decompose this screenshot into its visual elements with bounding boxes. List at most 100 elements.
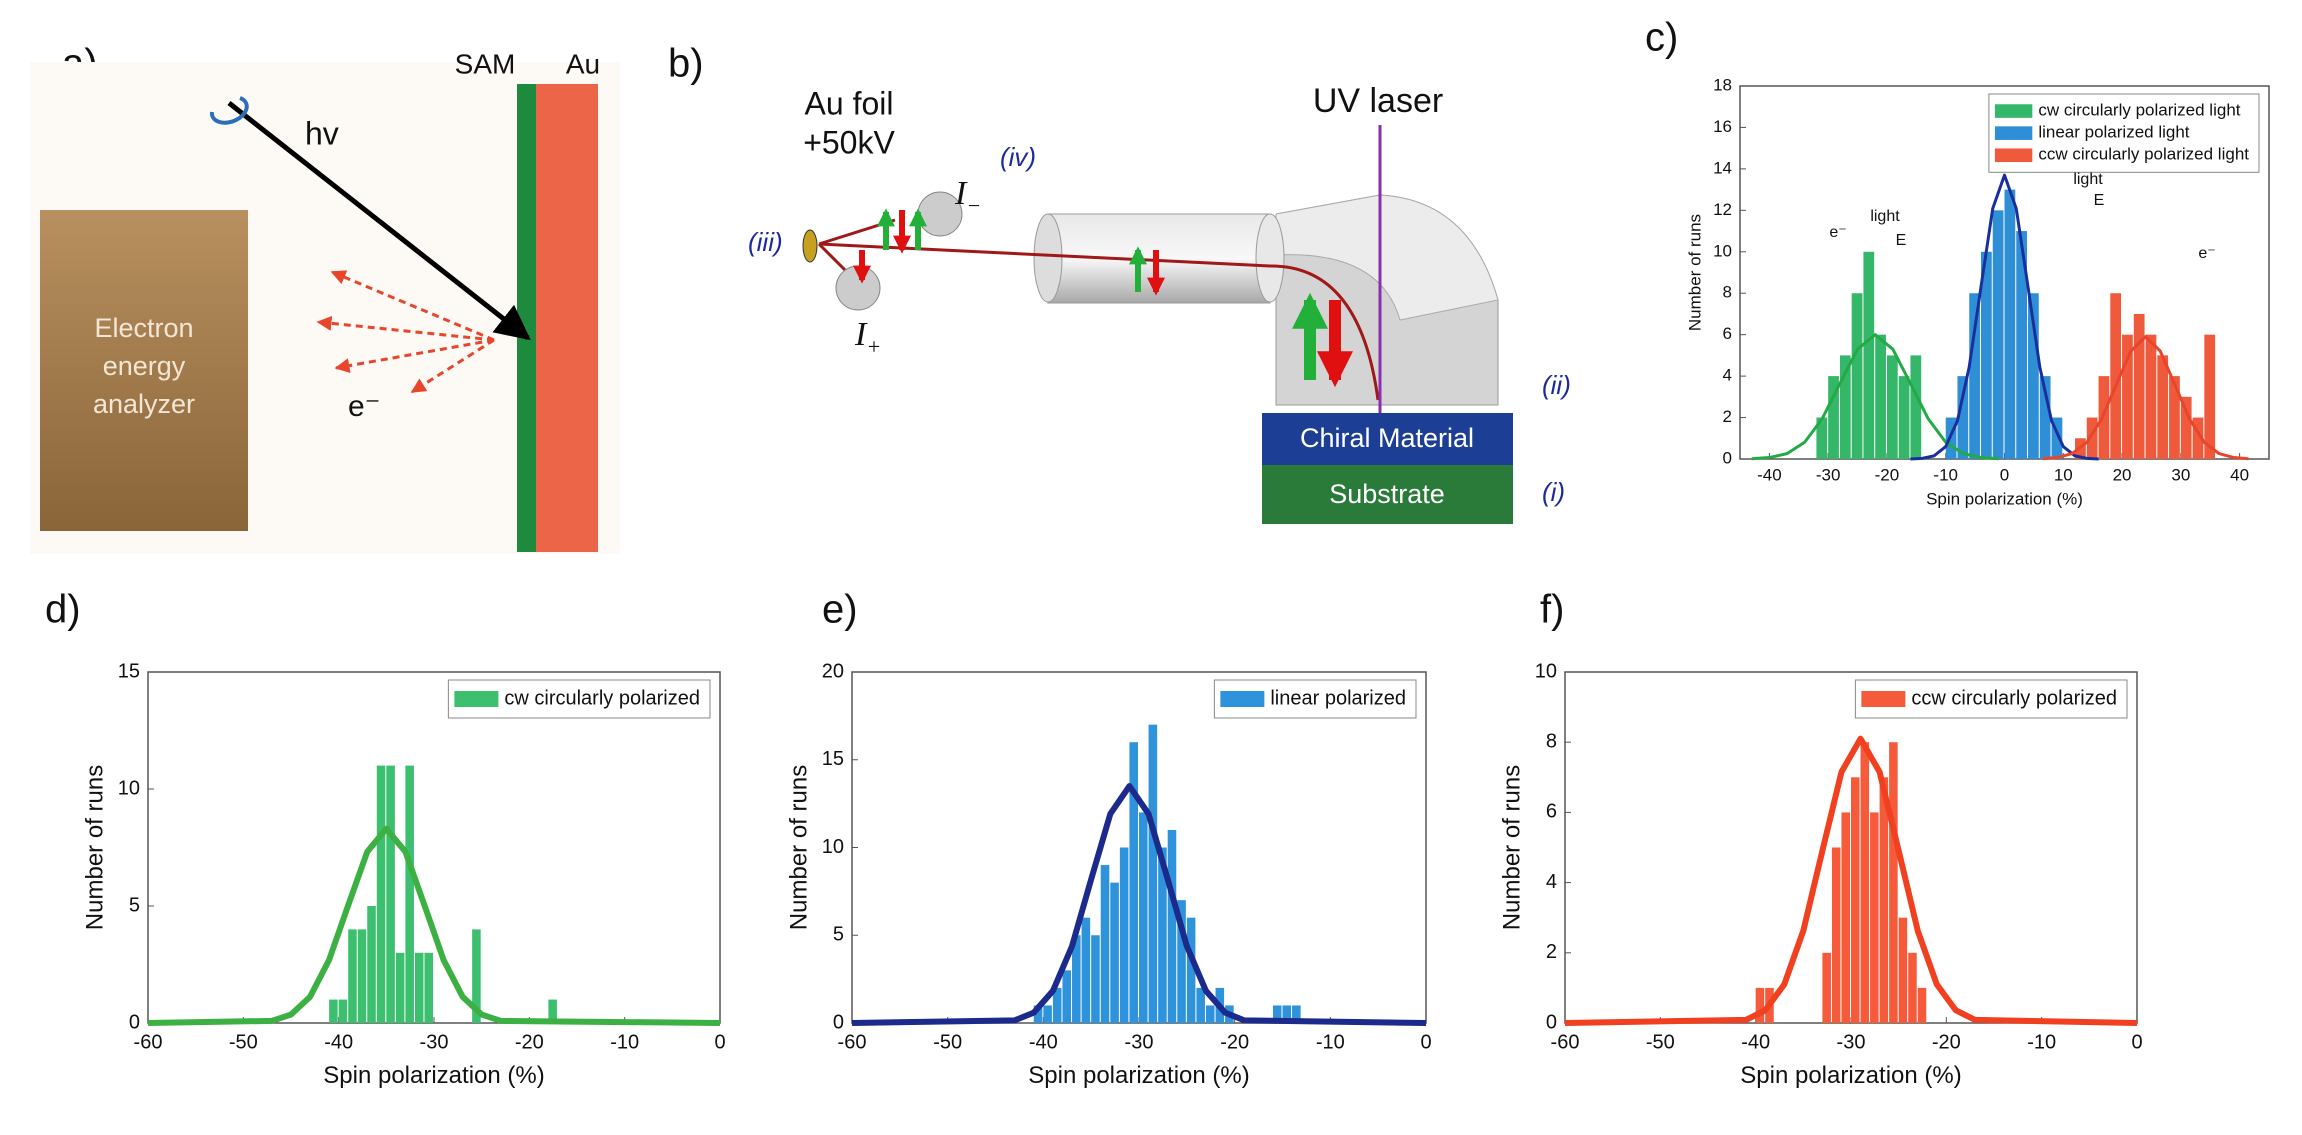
x-tick-label: 40 <box>2230 465 2249 484</box>
analyzer-box <box>40 210 248 531</box>
analyzer-label: energy <box>103 351 186 381</box>
histogram-bar <box>2051 417 2063 459</box>
histogram-bar <box>2110 293 2122 459</box>
sam-label: SAM <box>455 48 516 79</box>
fit-curve <box>1751 333 1999 461</box>
y-axis-label: Number of runs <box>1498 765 1525 930</box>
legend: linear polarized <box>1213 679 1417 719</box>
histogram-bar <box>348 929 357 1023</box>
histogram-bar <box>2180 396 2192 459</box>
photon-arrow <box>227 101 531 341</box>
marker-label: (iii) <box>748 227 783 257</box>
x-axis-label: Spin polarization (%) <box>1926 489 2083 508</box>
histogram-bar <box>1870 812 1879 1023</box>
detector-sub: + <box>866 334 881 359</box>
x-tick-label: -30 <box>420 1031 449 1053</box>
legend-label: ccw circularly polarized light <box>2038 145 2249 164</box>
cylinder-end <box>1255 213 1285 303</box>
histogram-bar <box>1839 355 1851 459</box>
histogram-bar <box>472 929 481 1023</box>
panel-label: f) <box>1540 588 1564 632</box>
histogram-bar <box>1292 1005 1301 1023</box>
y-tick-label: 0 <box>1546 1011 1557 1033</box>
x-tick-label: -60 <box>134 1031 163 1053</box>
photon-label: hv <box>305 115 339 151</box>
x-tick-label: -20 <box>1875 465 1900 484</box>
histogram-bar <box>357 929 367 1023</box>
histogram-bar <box>548 999 557 1023</box>
legend-box <box>1988 93 2260 173</box>
y-tick-label: 0 <box>833 1011 844 1033</box>
histogram-bar <box>424 952 433 1023</box>
y-tick-label: 6 <box>1546 801 1557 823</box>
marker-label: (iv) <box>1000 142 1036 172</box>
histogram-bar <box>1081 917 1091 1023</box>
panel-label: d) <box>45 588 81 632</box>
y-axis-label: Number of runs <box>81 765 108 930</box>
histogram-bar <box>2169 376 2180 459</box>
annotation: E <box>1896 232 1907 249</box>
legend-swatch <box>1994 104 2033 118</box>
y-tick-label: 4 <box>1723 366 1732 385</box>
x-tick-label: -40 <box>1741 1031 1770 1053</box>
electron-rays <box>316 270 495 394</box>
foil-label: Au foil <box>805 85 894 121</box>
uv-laser-label: UV laser <box>1313 82 1443 120</box>
histogram-bar <box>1052 987 1062 1023</box>
legend: cw circularly polarized light linear pola… <box>1988 93 2260 173</box>
y-tick-label: 8 <box>1546 730 1557 752</box>
marker-label: (ii) <box>1542 370 1571 400</box>
histogram-bar <box>1167 829 1177 1023</box>
fit-curve <box>2042 335 2249 461</box>
y-tick-label: 8 <box>1723 283 1732 302</box>
au-layer <box>536 84 598 552</box>
electron-label: e⁻ <box>348 390 381 423</box>
y-tick-label: 10 <box>1713 241 1732 260</box>
histogram-bar <box>1822 952 1831 1023</box>
legend-label: linear polarized <box>1270 687 1406 709</box>
histogram-bar <box>2133 313 2145 459</box>
y-tick-label: 5 <box>129 894 140 916</box>
fit-curve <box>1564 735 2138 1026</box>
histogram-bar <box>2145 334 2157 459</box>
legend-label: ccw circularly polarized <box>1911 687 2117 709</box>
histogram-bar <box>1886 355 1898 459</box>
x-tick-label: -60 <box>1551 1031 1580 1053</box>
y-tick-label: 10 <box>1535 660 1557 682</box>
histogram-bar <box>405 765 414 1023</box>
x-tick-label: -50 <box>933 1031 962 1053</box>
analyzer-label: Electron <box>94 313 193 343</box>
histogram-bar <box>1917 987 1927 1023</box>
x-tick-label: -30 <box>1816 465 1841 484</box>
histogram-bar <box>1186 917 1196 1023</box>
histogram-bar <box>1863 251 1875 459</box>
x-axis-label: Spin polarization (%) <box>1740 1062 1961 1089</box>
histogram-bar <box>1851 293 1863 459</box>
y-tick-label: 2 <box>1723 407 1732 426</box>
analyzer-label: analyzer <box>93 389 195 419</box>
x-tick-label: 0 <box>2131 1031 2142 1053</box>
histogram-bar <box>1755 987 1765 1023</box>
x-tick-label: -10 <box>1933 465 1958 484</box>
legend-label: linear polarized light <box>2038 123 2189 142</box>
polarization-arrow <box>209 96 249 125</box>
legend-swatch <box>1861 691 1906 707</box>
histogram-bar <box>1148 724 1158 1023</box>
histogram-bar <box>2086 417 2098 459</box>
histogram-bar <box>395 952 405 1023</box>
histogram-bar <box>2192 417 2204 459</box>
histogram-bar <box>1177 900 1186 1023</box>
histogram-bar <box>1879 777 1889 1023</box>
histogram-bar <box>1969 293 1980 459</box>
chiral-material <box>1262 413 1513 465</box>
electron-ray <box>334 338 495 374</box>
histogram-bar <box>1282 1005 1292 1023</box>
cylinder-end <box>1033 213 1063 303</box>
y-tick-label: 14 <box>1713 158 1732 177</box>
au-label: Au <box>566 48 600 79</box>
histogram-bar <box>1062 970 1072 1023</box>
panel-label: c) <box>1645 16 1678 60</box>
histogram-bar <box>2016 231 2028 459</box>
legend-swatch <box>1994 126 2033 140</box>
